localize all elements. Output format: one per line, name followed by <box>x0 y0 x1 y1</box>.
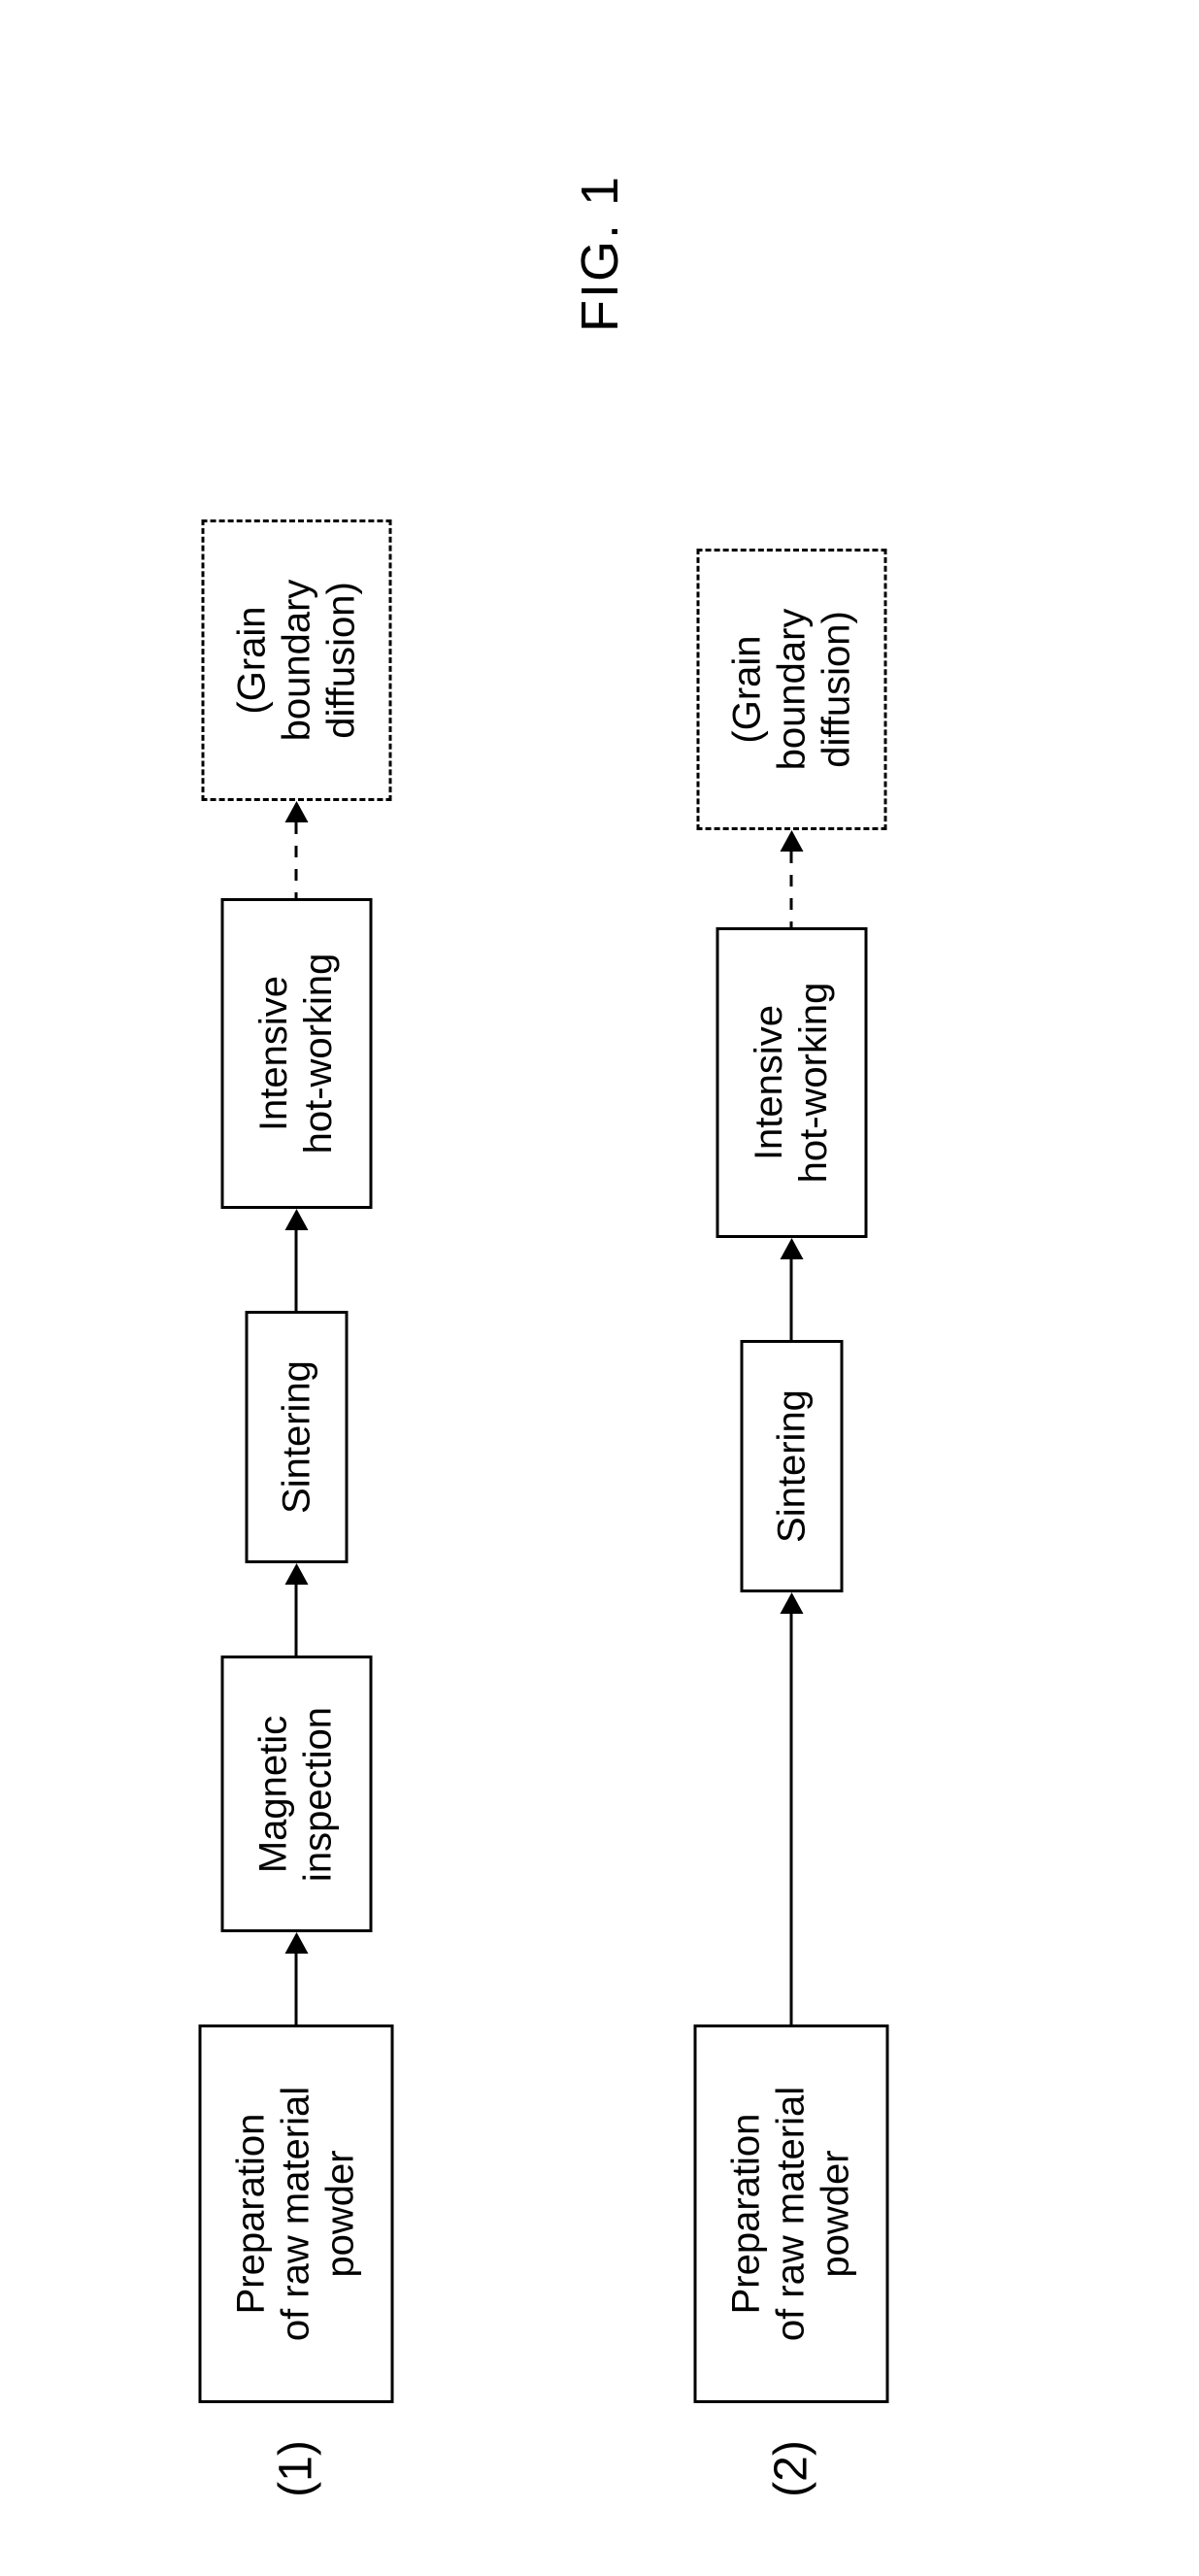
flow2-arrow-0 <box>780 1592 803 2024</box>
arrow-head-icon <box>284 1563 308 1585</box>
flow1-label: (1) <box>269 2440 322 2497</box>
arrow-head-icon <box>284 1209 308 1230</box>
arrow-head-icon <box>780 1238 803 1259</box>
n2a: Preparationof raw materialpowder <box>694 2024 889 2403</box>
arrow-head-icon <box>284 1932 308 1954</box>
n2c: Sintering <box>740 1340 843 1592</box>
n2d: Intensivehot-working <box>716 927 867 1238</box>
flow1-arrow-3 <box>284 801 308 898</box>
n1b: Magneticinspection <box>220 1656 372 1932</box>
arrow-head-icon <box>780 1592 803 1614</box>
n2c-text: Sintering <box>769 1389 814 1543</box>
arrow-shaft <box>295 1954 298 2024</box>
n2e-text: (Grainboundarydiffusion) <box>724 607 858 772</box>
n1d-text: Intensivehot-working <box>251 953 341 1154</box>
arrow-shaft <box>790 1614 793 2024</box>
n1c-text: Sintering <box>274 1360 318 1514</box>
flow1-arrow-2 <box>284 1209 308 1311</box>
n1a-text: Preparationof raw materialpowder <box>229 2087 363 2341</box>
figure-title: FIG. 1 <box>570 175 630 332</box>
page: FIG. 1 (1) Preparationof raw materialpowd… <box>0 0 1199 2576</box>
n1a: Preparationof raw materialpowder <box>199 2024 394 2403</box>
arrow-head-icon <box>284 801 308 822</box>
n2e: (Grainboundarydiffusion) <box>696 549 886 830</box>
arrow-head-icon <box>780 830 803 852</box>
n1d: Intensivehot-working <box>220 898 372 1209</box>
n1e: (Grainboundarydiffusion) <box>201 519 391 801</box>
n1e-text: (Grainboundarydiffusion) <box>229 578 363 743</box>
n1c: Sintering <box>245 1311 348 1563</box>
arrow-shaft <box>295 822 298 898</box>
flow2-label: (2) <box>764 2440 817 2497</box>
flow1-arrow-0 <box>284 1932 308 2024</box>
arrow-shaft <box>295 1585 298 1656</box>
n2a-text: Preparationof raw materialpowder <box>724 2087 858 2341</box>
arrow-shaft <box>790 1259 793 1340</box>
arrow-shaft <box>295 1230 298 1311</box>
flow1: (1) Preparationof raw materialpowder Magne… <box>199 519 394 2495</box>
flow2: (2) Preparationof raw materialpowder Sinte… <box>694 549 889 2495</box>
n2d-text: Intensivehot-working <box>747 983 836 1184</box>
flow2-arrow-2 <box>780 830 803 927</box>
flow1-arrow-1 <box>284 1563 308 1656</box>
arrow-shaft <box>790 852 793 927</box>
flow2-arrow-1 <box>780 1238 803 1340</box>
n1b-text: Magneticinspection <box>251 1706 341 1881</box>
